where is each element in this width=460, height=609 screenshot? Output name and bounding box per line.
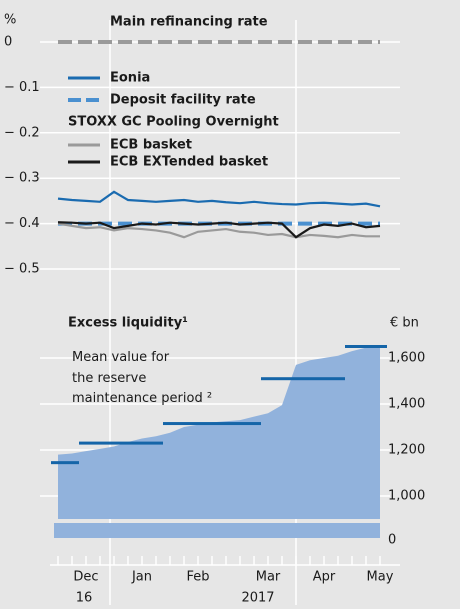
marks: [51, 40, 387, 538]
x-tick-label: Jan: [131, 570, 152, 585]
axis-break-strip: [54, 523, 380, 538]
y-tick-label: − 0.3: [4, 171, 40, 186]
series-line: [57, 222, 380, 239]
y-tick-label: − 0.5: [4, 262, 40, 277]
x-tick-label: Apr: [313, 570, 336, 585]
series-line: [57, 190, 381, 208]
y-tick-label: 0: [388, 533, 396, 548]
y-tick-label: 0: [4, 35, 12, 50]
year-label: 16: [76, 591, 93, 606]
legend-label: Eonia: [110, 71, 150, 86]
panel-title: Excess liquidity¹: [68, 316, 188, 331]
year-label: 2017: [241, 591, 274, 606]
y-axis-label: € bn: [390, 316, 419, 331]
legend-label: Deposit facility rate: [110, 93, 256, 108]
annotation: Mean value for the reserve maintenance per…: [72, 350, 212, 406]
y-tick-label: − 0.4: [4, 216, 40, 231]
annotation: Main refinancing rate: [110, 15, 268, 30]
y-tick-label: 1,400: [388, 397, 425, 412]
x-tick-label: Mar: [256, 570, 281, 585]
y-tick-label: 1,200: [388, 443, 425, 458]
series-line: [57, 221, 381, 239]
y-tick-label: − 0.2: [4, 125, 40, 140]
y-tick-label: 1,600: [388, 351, 425, 366]
y-tick-label: 1,000: [388, 489, 425, 504]
y-axis-label: %: [4, 13, 16, 28]
x-tick-label: Feb: [186, 570, 209, 585]
area: [58, 345, 380, 519]
legend-label: ECB EXTended basket: [110, 155, 268, 170]
x-tick-label: May: [367, 570, 394, 585]
legend-label: ECB basket: [110, 138, 192, 153]
x-tick-label: Dec: [73, 570, 98, 585]
legend-heading: STOXX GC Pooling Overnight: [68, 115, 279, 130]
y-tick-label: − 0.1: [4, 80, 40, 95]
